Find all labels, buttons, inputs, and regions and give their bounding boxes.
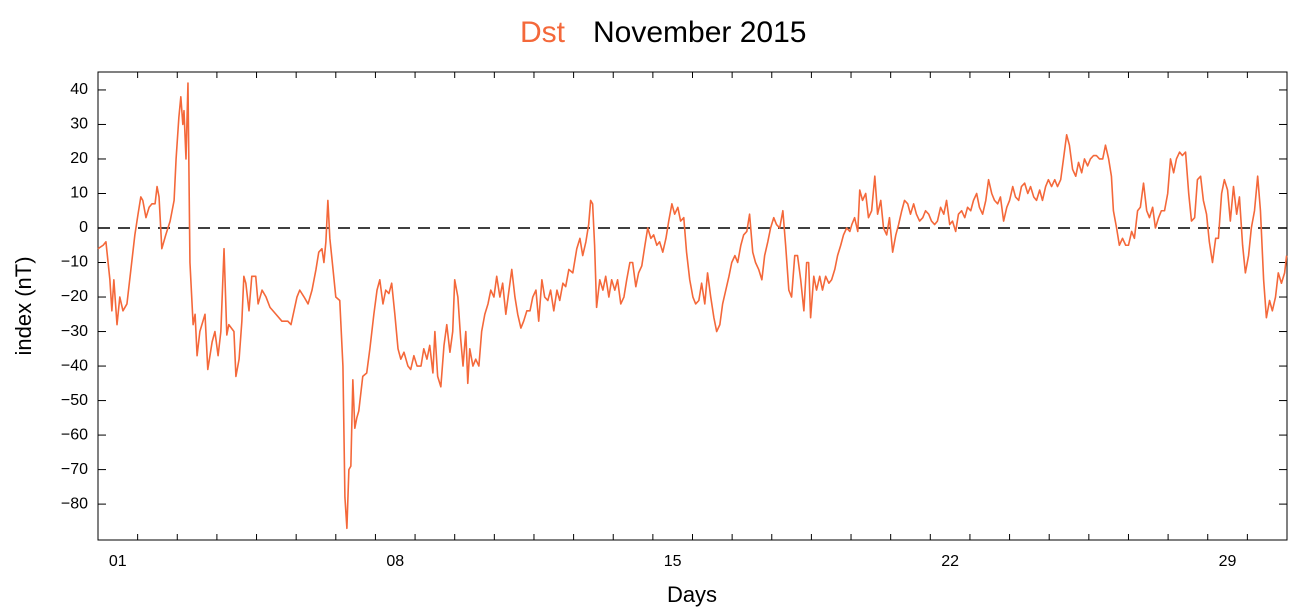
y-tick-label: 30: [70, 116, 88, 133]
chart-title: November 2015: [593, 16, 806, 49]
series-title: Dst: [520, 16, 566, 49]
dst-line: [97, 82, 1288, 530]
x-tick-label: 22: [941, 553, 959, 570]
x-axis-label: Days: [667, 582, 717, 607]
y-tick-label: −20: [61, 288, 88, 305]
x-tick-label: 15: [664, 553, 682, 570]
y-tick-label: −70: [61, 461, 88, 478]
x-tick-label: 01: [109, 553, 127, 570]
y-tick-label: −50: [61, 392, 88, 409]
y-tick-label: −10: [61, 254, 88, 271]
y-tick-label: −60: [61, 426, 88, 443]
plot-frame: [97, 71, 1288, 541]
x-tick-label: 29: [1219, 553, 1237, 570]
y-axis-label: index (nT): [11, 256, 36, 355]
y-tick-label: −40: [61, 357, 88, 374]
y-tick-label: 20: [70, 150, 88, 167]
y-tick-label: 10: [70, 185, 88, 202]
x-tick-label: 08: [386, 553, 404, 570]
y-tick-label: 0: [79, 219, 88, 236]
y-tick-label: −80: [61, 495, 88, 512]
y-tick-label: 40: [70, 81, 88, 98]
y-tick-label: −30: [61, 323, 88, 340]
